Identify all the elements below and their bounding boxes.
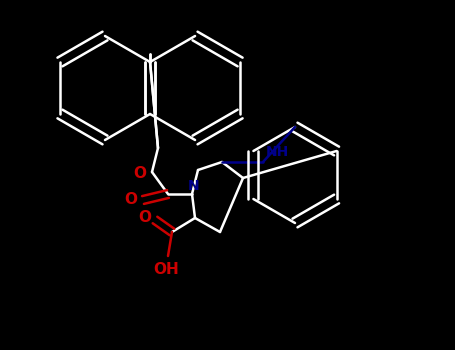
Text: O: O: [133, 167, 147, 182]
Text: O: O: [138, 210, 152, 225]
Text: N: N: [188, 179, 200, 193]
Text: O: O: [125, 193, 137, 208]
Text: NH: NH: [265, 145, 288, 159]
Text: OH: OH: [153, 262, 179, 278]
